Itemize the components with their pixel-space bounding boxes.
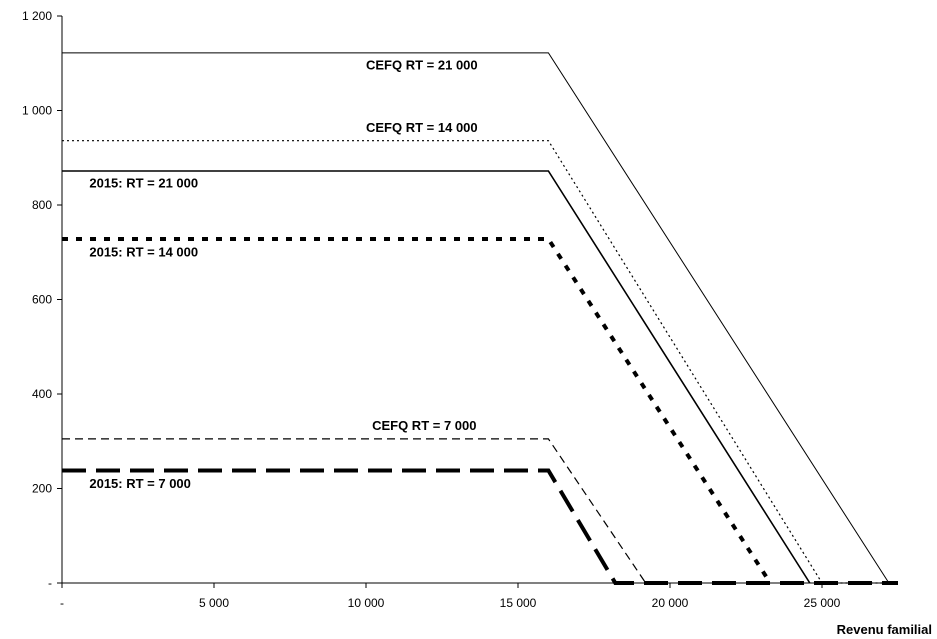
x-tick-label: 20 000	[652, 596, 689, 610]
series-line-2	[62, 140, 898, 584]
series-label-5: CEFQ RT = 7 000	[372, 418, 476, 433]
y-tick-label: 800	[32, 198, 52, 212]
x-tick-label: 15 000	[500, 596, 537, 610]
axes: - 200 400 600 800 1 000 1 200 - 5 000 10 000 15 00…	[22, 9, 898, 610]
series-label-2: CEFQ RT = 14 000	[366, 120, 478, 135]
series-line-1	[62, 52, 890, 584]
series-line-6	[62, 468, 898, 585]
series-layer	[62, 52, 898, 585]
y-tick-label: 200	[32, 482, 52, 496]
y-tick-label: 600	[32, 293, 52, 307]
labels-layer: CEFQ RT = 21 000 CEFQ RT = 14 000 2015: RT…	[89, 58, 477, 491]
series-line-3	[62, 170, 811, 584]
series-label-4: 2015: RT = 14 000	[89, 244, 198, 259]
y-tick-label: 400	[32, 387, 52, 401]
x-tick-label: -	[60, 596, 64, 610]
x-tick-label: 5 000	[199, 596, 229, 610]
series-label-1: CEFQ RT = 21 000	[366, 58, 478, 73]
y-tick-label: 1 000	[22, 104, 52, 118]
series-label-6: 2015: RT = 7 000	[89, 476, 191, 491]
y-tick-label: -	[48, 576, 52, 590]
x-tick-label: 10 000	[348, 596, 385, 610]
series-label-3: 2015: RT = 21 000	[89, 176, 198, 191]
series-line-4	[62, 237, 772, 585]
series-line-5	[62, 438, 647, 584]
x-tick-label: 25 000	[804, 596, 841, 610]
x-axis-title: Revenu familial	[837, 622, 932, 637]
y-tick-label: 1 200	[22, 9, 52, 23]
